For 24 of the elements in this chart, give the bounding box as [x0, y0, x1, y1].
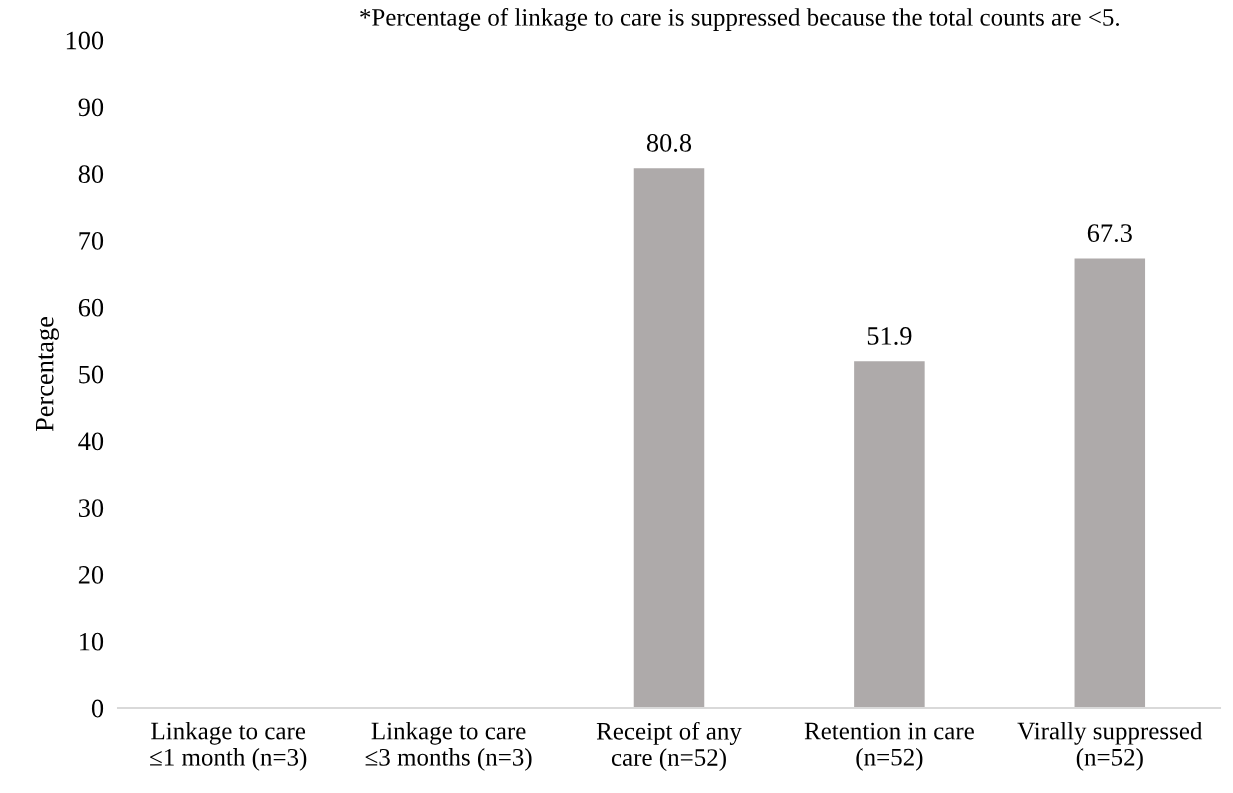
y-tick-label: 40 [78, 432, 104, 451]
text: *Percentage of linkage to care is suppressed because the total counts are <5. [360, 8, 1119, 31]
bar [1074, 258, 1146, 708]
data-label: 51.9 [867, 327, 912, 345]
bar [633, 168, 705, 708]
y-tick-label: 10 [80, 632, 104, 651]
y-tick-label: 90 [78, 98, 104, 117]
y-tick-label: 50 [79, 365, 104, 384]
y-tick-label: 100 [66, 31, 104, 50]
y-axis-title: Percentage [36, 317, 59, 432]
x-tick-label: Linkage to care ≤3 months (n=3) [365, 721, 532, 771]
x-tick-label: Linkage to care ≤1 month (n=3) [150, 721, 307, 771]
x-tick-label: Virally suppressed (n=52) [1017, 721, 1203, 771]
y-tick-label: 60 [78, 298, 104, 317]
y-tick-label: 20 [78, 566, 104, 584]
y-tick-label: 70 [79, 232, 104, 250]
data-label: 67.3 [1087, 224, 1132, 243]
y-tick-label: 0 [91, 699, 104, 718]
bar [854, 361, 925, 708]
data-label: 80.8 [646, 133, 692, 152]
x-tick-label: Retention in care (n=52) [804, 722, 974, 771]
x-tick-label: Receipt of any care (n=52) [596, 721, 742, 772]
y-tick-label: 30 [78, 499, 104, 518]
y-tick-label: 80 [78, 165, 104, 184]
